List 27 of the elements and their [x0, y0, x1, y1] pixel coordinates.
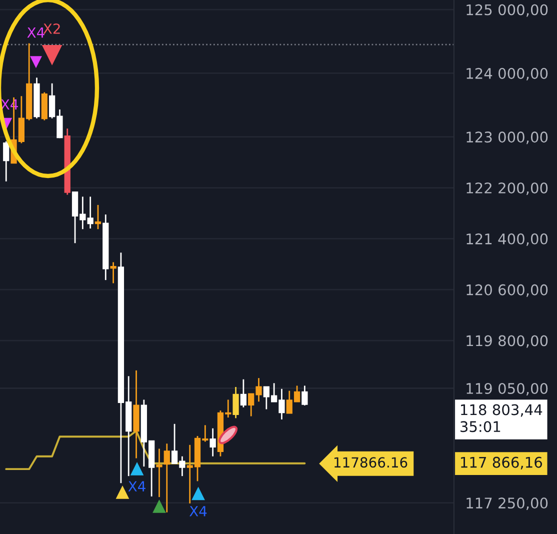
candlestick [210, 428, 216, 458]
y-tick-label: 121 400,00 [466, 233, 548, 246]
y-tick-label: 124 000,00 [466, 68, 548, 80]
candlestick [3, 140, 10, 182]
candlestick [164, 442, 170, 514]
y-tick-label: 119 800,00 [466, 335, 548, 348]
candlestick [156, 448, 162, 498]
candlestick [87, 196, 94, 230]
text: 118 803,44 35:01 [460, 404, 542, 432]
annotation: X4 [27, 27, 44, 38]
annotation: X4 [128, 481, 146, 492]
y-tick-label: 120 600,00 [466, 284, 548, 297]
y-tick-label: 123 000,00 [466, 132, 548, 144]
annotation: X4 [190, 506, 207, 516]
y-tick-label: 119 050,00 [466, 382, 548, 396]
annotation: 117866.16 [334, 457, 408, 468]
y-tick-label: 117 250,00 [466, 498, 548, 510]
candlestick [240, 378, 247, 408]
candlestick [302, 385, 308, 406]
y-tick-label: 125 000,00 [466, 4, 548, 17]
annotation: X2 [43, 23, 60, 34]
text: 117 866,16 [461, 456, 542, 470]
line-series [5, 430, 306, 470]
y-tick-label: 122 200,00 [466, 182, 548, 195]
candlestick [232, 386, 239, 419]
candlestick [110, 262, 116, 284]
candlestick [94, 204, 102, 230]
